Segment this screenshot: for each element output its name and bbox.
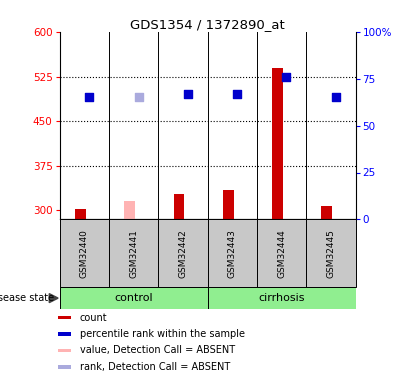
Bar [58, 349, 71, 352]
Point [332, 94, 339, 100]
Point [185, 91, 191, 97]
Bar [306, 219, 356, 287]
Point [86, 94, 92, 100]
Text: count: count [79, 313, 107, 322]
Point [135, 94, 142, 100]
Bar [124, 201, 135, 375]
Bar [60, 287, 208, 309]
Bar [58, 365, 71, 369]
Bar [58, 332, 71, 336]
Bar [208, 219, 257, 287]
Text: GSM32440: GSM32440 [80, 229, 89, 278]
Bar [109, 219, 158, 287]
Bar [60, 219, 109, 287]
Text: value, Detection Call = ABSENT: value, Detection Call = ABSENT [79, 345, 235, 355]
Point [234, 91, 240, 97]
Text: rank, Detection Call = ABSENT: rank, Detection Call = ABSENT [79, 362, 230, 372]
Bar [158, 219, 208, 287]
Text: GSM32443: GSM32443 [228, 229, 237, 278]
Text: GSM32441: GSM32441 [129, 229, 138, 278]
Polygon shape [49, 294, 58, 303]
Bar [75, 209, 86, 375]
Text: GSM32442: GSM32442 [178, 229, 187, 278]
Text: percentile rank within the sample: percentile rank within the sample [79, 329, 245, 339]
Bar [58, 316, 71, 320]
Bar [321, 206, 332, 375]
Point [283, 74, 290, 80]
Title: GDS1354 / 1372890_at: GDS1354 / 1372890_at [130, 18, 285, 31]
Text: disease state: disease state [0, 293, 54, 303]
Bar [208, 287, 356, 309]
Bar [257, 219, 306, 287]
Text: control: control [114, 293, 153, 303]
Bar [223, 190, 234, 375]
Text: cirrhosis: cirrhosis [258, 293, 305, 303]
Bar [173, 194, 185, 375]
Text: GSM32444: GSM32444 [277, 229, 286, 278]
Text: GSM32445: GSM32445 [326, 229, 335, 278]
Bar [272, 68, 283, 375]
